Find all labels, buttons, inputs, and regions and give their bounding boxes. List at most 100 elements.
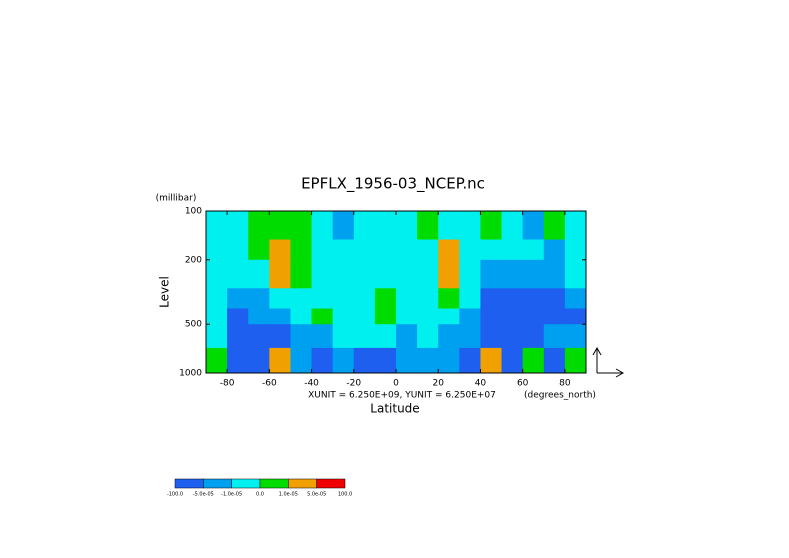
- x-tick-label: -80: [220, 379, 235, 389]
- colorbar-label: 100.0: [338, 492, 352, 498]
- field-cell: [332, 211, 355, 241]
- field-cell: [543, 239, 566, 261]
- field-cell: [248, 239, 270, 261]
- field-cell: [438, 259, 460, 289]
- y-unit: (millibar): [156, 194, 197, 204]
- field-cell: [417, 288, 439, 310]
- field-cell: [206, 239, 228, 261]
- field-cell: [438, 324, 460, 349]
- x-tick-label: 0: [393, 379, 399, 389]
- field-cell: [459, 324, 481, 349]
- field-cell: [480, 324, 503, 349]
- field-cell: [248, 324, 270, 349]
- field-cell: [206, 211, 228, 241]
- field-cell: [227, 288, 249, 310]
- field-cell: [227, 211, 249, 241]
- field-cell: [248, 347, 270, 374]
- field-cell: [522, 324, 545, 349]
- field-cell: [332, 288, 355, 310]
- field-cell: [438, 288, 460, 310]
- field-cell: [311, 259, 334, 289]
- field-cell: [459, 347, 481, 374]
- field-cell: [227, 347, 249, 374]
- field-cell: [543, 308, 566, 325]
- field-cell: [206, 308, 228, 325]
- field-cell: [311, 288, 334, 310]
- field-cell: [396, 288, 418, 310]
- field-cell: [564, 324, 587, 349]
- field-cell: [206, 288, 228, 310]
- field-cell: [543, 259, 566, 289]
- field-cell: [459, 288, 481, 310]
- field-cell: [564, 259, 587, 289]
- scale-note: XUNIT = 6.250E+09, YUNIT = 6.250E+07: [308, 391, 496, 401]
- field-cell: [396, 324, 418, 349]
- colorbar-box: [203, 478, 232, 489]
- field-cell: [332, 259, 355, 289]
- field-cell: [396, 211, 418, 241]
- field-cell: [501, 324, 524, 349]
- field-cell: [332, 308, 355, 325]
- field-cell: [374, 239, 397, 261]
- colorbar-label: -1.0e-05: [221, 492, 242, 498]
- field-cell: [227, 259, 249, 289]
- field-cell: [564, 239, 587, 261]
- field-cell: [206, 347, 228, 374]
- field-cell: [417, 239, 439, 261]
- field-cell: [543, 324, 566, 349]
- field-cell: [417, 308, 439, 325]
- field-cell: [353, 211, 376, 241]
- field-cell: [353, 347, 376, 374]
- field-cell: [374, 259, 397, 289]
- field-cell: [522, 288, 545, 310]
- field-cell: [417, 324, 439, 349]
- field-cell: [522, 347, 545, 374]
- colorbar-box: [259, 478, 289, 489]
- field-cell: [543, 288, 566, 310]
- field-cell: [374, 308, 397, 325]
- field-cell: [522, 211, 545, 241]
- field-cell: [501, 259, 524, 289]
- field-cell: [501, 239, 524, 261]
- field-cell: [459, 211, 481, 241]
- field-cell: [374, 211, 397, 241]
- field-cell: [564, 211, 587, 241]
- field-cell: [227, 324, 249, 349]
- field-cell: [459, 308, 481, 325]
- field-cell: [248, 308, 270, 325]
- x-tick-label: -40: [304, 379, 319, 389]
- field-cell: [522, 259, 545, 289]
- field-cell: [353, 308, 376, 325]
- colorbar-label: 5.0e-05: [307, 492, 326, 498]
- field-cell: [564, 308, 587, 325]
- colorbar-box: [288, 478, 317, 489]
- x-tick-label: 40: [475, 379, 487, 389]
- field-cell: [290, 288, 313, 310]
- field-cell: [543, 347, 566, 374]
- field-cell: [290, 239, 313, 261]
- field-cell: [311, 347, 334, 374]
- field-cell: [269, 259, 291, 289]
- field-cell: [438, 308, 460, 325]
- field-cell: [396, 239, 418, 261]
- field-cell: [564, 288, 587, 310]
- field-cell: [248, 259, 270, 289]
- x-axis-label: Latitude: [370, 402, 419, 416]
- field-cell: [353, 259, 376, 289]
- field-cell: [480, 308, 503, 325]
- colorbar-box: [174, 478, 204, 489]
- field-cell: [374, 347, 397, 374]
- field-cell: [438, 347, 460, 374]
- field: [206, 211, 587, 374]
- field-cell: [480, 347, 503, 374]
- field-cell: [501, 308, 524, 325]
- field-cell: [396, 347, 418, 374]
- y-tick-label: 1000: [179, 369, 202, 379]
- field-cell: [353, 324, 376, 349]
- field-cell: [290, 324, 313, 349]
- colorbar-box: [231, 478, 261, 489]
- y-axis-label: Level: [158, 276, 172, 308]
- field-cell: [227, 239, 249, 261]
- field-cell: [417, 211, 439, 241]
- field-cell: [248, 211, 270, 241]
